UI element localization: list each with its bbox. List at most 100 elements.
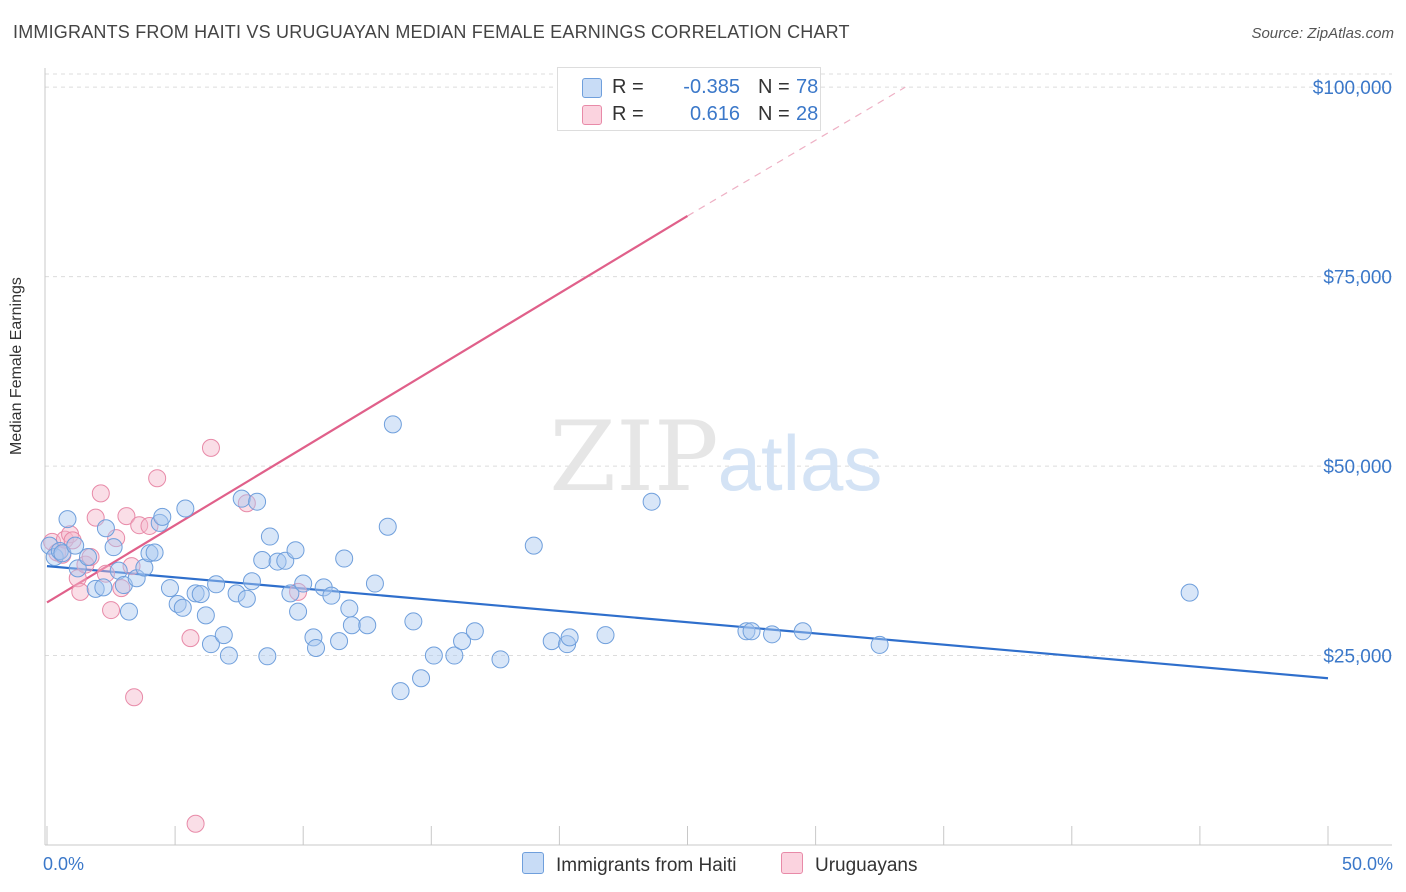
haiti-points [40,415,1199,701]
haiti-point [793,622,812,641]
source-credit: Source: ZipAtlas.com [1251,25,1394,42]
y-tick-label: $75,000 [1323,268,1392,289]
uruguayans-point [91,484,110,503]
haiti-point [68,559,87,578]
haiti-point [286,541,305,560]
legend-n-value: 78 [796,76,819,98]
chart-title: IMMIGRANTS FROM HAITI VS URUGUAYAN MEDIA… [13,22,850,42]
y-tick-label: $100,000 [1313,78,1392,99]
haiti-point [307,638,326,657]
bottom-swatch-uruguayans [781,852,803,874]
uruguayans-point [112,579,131,598]
haiti-point [642,492,661,511]
haiti-point [127,569,146,588]
haiti-point [742,622,761,641]
haiti-point [1180,583,1199,602]
bottom-legend-uruguayans: Uruguayans [781,852,917,877]
legend-swatch-haiti [582,78,602,98]
uruguayans-point [117,507,136,526]
uruguayans-trend-line [46,215,689,604]
uruguayans-point [186,814,205,833]
haiti-point [219,646,238,665]
haiti-point [232,489,251,508]
uruguayans-point [201,438,220,457]
haiti-point [365,574,384,593]
haiti-point [207,575,226,594]
y-tick-label: $25,000 [1323,647,1392,668]
haiti-point [404,612,423,631]
haiti-point [358,616,377,635]
haiti-point [176,499,195,518]
haiti-point [140,544,159,563]
axes [44,68,1392,846]
legend-n-value: 28 [796,103,819,125]
haiti-point [260,527,279,546]
watermark-atlas: atlas [718,419,883,507]
haiti-point [560,628,579,647]
legend-r-label: R = [612,103,644,125]
haiti-point [248,492,267,511]
haiti-point [119,602,138,621]
haiti-point [281,584,300,603]
haiti-point [330,632,349,651]
haiti-point [378,517,397,536]
uruguayans-point [130,516,149,535]
haiti-point [542,632,561,651]
haiti-point [58,510,77,529]
trend-lines [46,86,1329,680]
haiti-point [304,628,323,647]
uruguayans-point [71,582,90,601]
haiti-point [335,549,354,568]
haiti-point [268,552,287,571]
haiti-point [465,622,484,641]
x-tick-label: 0.0% [43,854,84,874]
haiti-point [96,519,115,538]
haiti-point [145,543,164,562]
haiti-point [491,650,510,669]
uruguayans-point [148,469,167,488]
haiti-point [86,579,105,598]
haiti-point [445,646,464,665]
haiti-point [763,625,782,644]
haiti-point [94,578,113,597]
uruguayans-point [68,569,87,588]
haiti-point [196,606,215,625]
haiti-point [78,548,97,567]
legend-r-value: -0.385 [683,76,740,98]
haiti-point [870,635,889,654]
haiti-point [109,561,128,580]
haiti-trend-line [46,565,1329,680]
haiti-point [524,536,543,555]
bottom-swatch-haiti [522,852,544,874]
haiti-point [558,635,577,654]
haiti-point [294,574,313,593]
y-tick-label: $50,000 [1323,457,1392,478]
haiti-point [66,536,85,555]
haiti-point [135,558,154,577]
haiti-point [453,632,472,651]
haiti-point [424,646,443,665]
haiti-point [104,538,123,557]
uruguayans-point [181,629,200,648]
haiti-point [737,622,756,641]
uruguayans-point [125,688,144,707]
legend-r-value: 0.616 [689,103,740,125]
haiti-point [214,626,233,645]
bottom-legend-haiti: Immigrants from Haiti [522,852,737,877]
haiti-point [322,586,341,605]
bottom-legend-uruguayans-label: Uruguayans [815,855,918,876]
bottom-legend-haiti-label: Immigrants from Haiti [556,855,737,876]
haiti-point [227,584,246,603]
haiti-point [201,635,220,654]
haiti-point [412,669,431,688]
haiti-point [342,616,361,635]
uruguayans-trend-extension [687,86,906,217]
uruguayans-point [55,530,74,549]
haiti-point [289,602,308,621]
uruguayans-point [140,516,159,535]
correlation-legend: R = -0.385 N = 78 R = 0.616 N = 28 [557,67,821,131]
haiti-point [340,599,359,618]
haiti-point [383,415,402,434]
haiti-point [391,682,410,701]
